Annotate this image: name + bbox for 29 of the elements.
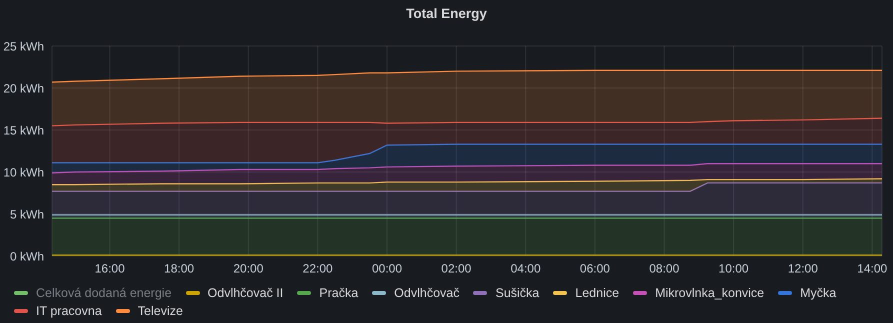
legend-label: Mikrovlnka_konvice xyxy=(654,286,764,300)
x-tick-label: 02:00 xyxy=(441,262,472,276)
x-tick-label: 12:00 xyxy=(788,262,818,276)
y-tick-label: 10 kWh xyxy=(3,165,44,180)
y-tick-label: 15 kWh xyxy=(3,123,44,138)
x-tick-label: 00:00 xyxy=(372,262,402,276)
legend-label: Pračka xyxy=(318,286,358,300)
legend-label: Celková dodaná energie xyxy=(35,286,172,300)
legend-label: Televize xyxy=(136,304,183,318)
x-tick-label: 08:00 xyxy=(649,262,680,276)
x-tick-label: 10:00 xyxy=(718,262,749,276)
x-tick-label: 06:00 xyxy=(580,262,610,276)
legend-label: Sušička xyxy=(494,286,540,300)
chart-title: Total Energy xyxy=(405,5,488,23)
legend-label: Odvlhčovač II xyxy=(206,286,284,300)
x-tick-label: 04:00 xyxy=(510,262,541,276)
legend-label: Myčka xyxy=(799,286,836,300)
x-tick-label: 16:00 xyxy=(94,262,126,276)
y-tick-label: 25 kWh xyxy=(3,39,44,54)
x-tick-label: 18:00 xyxy=(164,262,194,276)
y-tick-label: 20 kWh xyxy=(3,81,44,96)
y-tick-label: 5 kWh xyxy=(10,207,44,222)
x-tick-label: 14:00 xyxy=(857,262,888,276)
x-tick-label: 20:00 xyxy=(233,262,264,276)
legend-label: Lednice xyxy=(574,286,620,300)
legend-label: Odvlhčovač xyxy=(393,286,460,300)
y-tick-label: 0 kWh xyxy=(10,249,44,264)
legend-label: IT pracovna xyxy=(35,304,102,318)
x-tick-label: 22:00 xyxy=(302,262,334,276)
